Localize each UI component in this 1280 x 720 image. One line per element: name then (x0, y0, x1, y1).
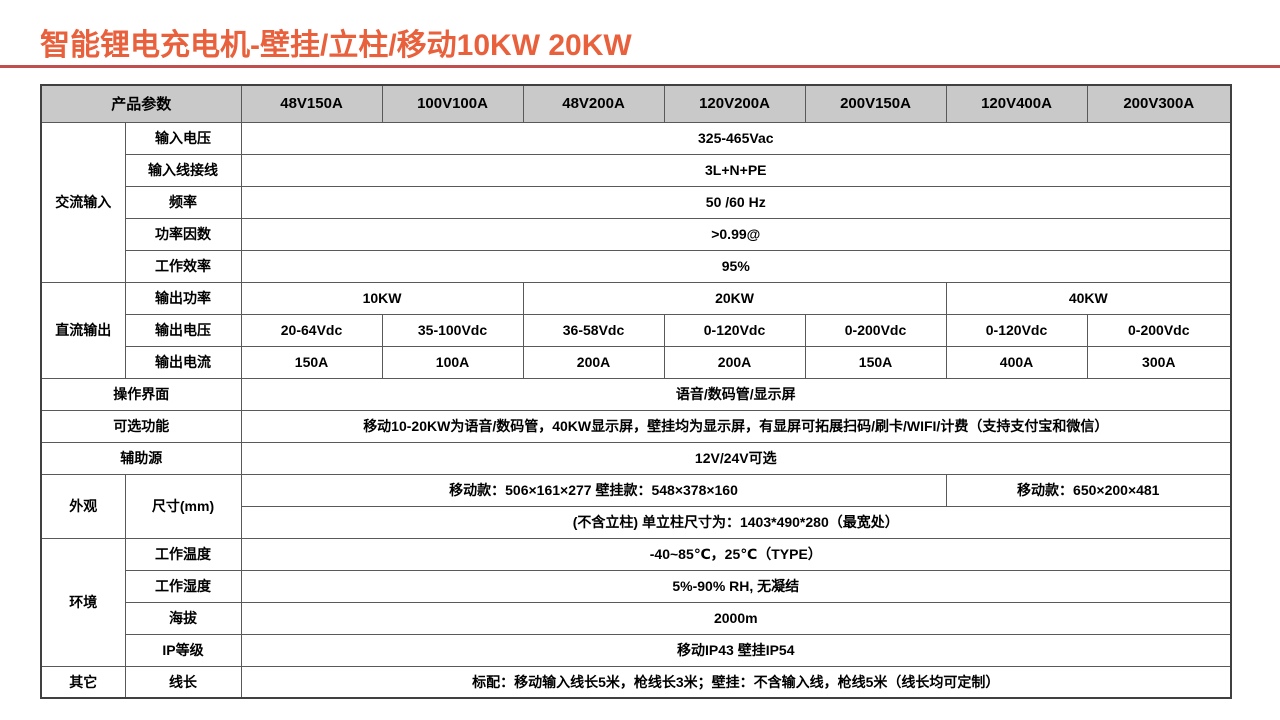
output-voltage-1: 20-64Vdc (240, 313, 383, 347)
cable-length-value: 标配：移动输入线长5米，枪线长3米；壁挂：不含输入线，枪线5米（线长均可定制） (240, 665, 1232, 699)
output-current-6: 400A (945, 345, 1088, 379)
row-cable-length: 其它 线长 标配：移动输入线长5米，枪线长3米；壁挂：不含输入线，枪线5米（线长… (40, 665, 1232, 699)
efficiency-value: 95% (240, 249, 1232, 283)
efficiency-label: 工作效率 (124, 249, 242, 283)
row-ip-rating: IP等级 移动IP43 壁挂IP54 (41, 633, 1232, 667)
output-voltage-label: 输出电压 (124, 313, 242, 347)
output-power-20kw: 20KW (522, 281, 947, 315)
optional-features-label: 可选功能 (40, 409, 242, 443)
output-voltage-5: 0-200Vdc (804, 313, 947, 347)
output-current-3: 200A (522, 345, 665, 379)
page-title: 智能锂电充电机-壁挂/立柱/移动10KW 20KW (40, 29, 632, 62)
aux-source-label: 辅助源 (40, 441, 242, 475)
work-temp-label: 工作温度 (124, 537, 242, 571)
output-voltage-4: 0-120Vdc (663, 313, 806, 347)
group-dc-output: 直流输出 (40, 281, 126, 379)
row-work-humidity: 工作湿度 5%-90% RH, 无凝结 (41, 569, 1232, 603)
group-appearance: 外观 (40, 473, 126, 539)
output-power-40kw: 40KW (945, 281, 1232, 315)
output-voltage-2: 35-100Vdc (381, 313, 524, 347)
row-efficiency: 工作效率 95% (41, 249, 1232, 283)
output-current-4: 200A (663, 345, 806, 379)
header-model-48v200a: 48V200A (522, 84, 665, 123)
ui-label: 操作界面 (40, 377, 242, 411)
row-ui: 操作界面 语音/数码管/显示屏 (40, 377, 1232, 411)
row-aux-source: 辅助源 12V/24V可选 (40, 441, 1232, 475)
output-current-7: 300A (1086, 345, 1232, 379)
cable-length-label: 线长 (124, 665, 242, 699)
power-factor-label: 功率因数 (124, 217, 242, 251)
optional-features-value: 移动10-20KW为语音/数码管，40KW显示屏，壁挂均为显示屏，有显屏可拓展扫… (240, 409, 1232, 443)
header-model-120v200a: 120V200A (663, 84, 806, 123)
header-model-120v400a: 120V400A (945, 84, 1088, 123)
group-environment: 环境 (40, 537, 126, 667)
header-model-48v150a: 48V150A (240, 84, 383, 123)
product-spec-table: 产品参数 48V150A 100V100A 48V200A 120V200A 2… (40, 84, 1233, 699)
header-model-200v300a: 200V300A (1086, 84, 1232, 123)
row-altitude: 海拔 2000m (41, 601, 1232, 635)
power-factor-value: >0.99@ (240, 217, 1232, 251)
group-other: 其它 (40, 665, 126, 699)
input-voltage-label: 输入电压 (124, 121, 242, 155)
input-wiring-value: 3L+N+PE (240, 153, 1232, 187)
row-dimensions-2: (不含立柱) 单立柱尺寸为：1403*490*280（最宽处） (41, 505, 1232, 539)
row-output-current: 输出电流 150A 100A 200A 200A 150A 400A 300A (41, 345, 1232, 379)
input-voltage-value: 325-465Vac (240, 121, 1232, 155)
header-product-params: 产品参数 (40, 84, 242, 123)
output-current-1: 150A (240, 345, 383, 379)
ip-rating-label: IP等级 (124, 633, 242, 667)
header-model-200v150a: 200V150A (804, 84, 947, 123)
group-ac-input: 交流输入 (40, 121, 126, 283)
work-humidity-label: 工作湿度 (124, 569, 242, 603)
frequency-value: 50 /60 Hz (240, 185, 1232, 219)
output-voltage-6: 0-120Vdc (945, 313, 1088, 347)
header-model-100v100a: 100V100A (381, 84, 524, 123)
ui-value: 语音/数码管/显示屏 (240, 377, 1232, 411)
row-output-power: 直流输出 输出功率 10KW 20KW 40KW (40, 281, 1232, 379)
altitude-value: 2000m (240, 601, 1232, 635)
row-power-factor: 功率因数 >0.99@ (41, 217, 1232, 251)
output-power-label: 输出功率 (124, 281, 242, 315)
dimensions-label: 尺寸(mm) (124, 473, 242, 539)
frequency-label: 频率 (124, 185, 242, 219)
altitude-label: 海拔 (124, 601, 242, 635)
aux-source-value: 12V/24V可选 (240, 441, 1232, 475)
ip-rating-value: 移动IP43 壁挂IP54 (240, 633, 1232, 667)
header-row: 产品参数 48V150A 100V100A 48V200A 120V200A 2… (40, 84, 1232, 123)
output-current-2: 100A (381, 345, 524, 379)
row-work-temp: 环境 工作温度 -40~85℃，25℃（TYPE） (40, 537, 1232, 667)
dimensions-mobile40-value: 移动款：650×200×481 (945, 473, 1232, 507)
output-voltage-3: 36-58Vdc (522, 313, 665, 347)
dimensions-main-value: 移动款：506×161×277 壁挂款：548×378×160 (240, 473, 947, 507)
row-input-voltage: 交流输入 输入电压 325-465Vac (40, 121, 1232, 283)
output-voltage-7: 0-200Vdc (1086, 313, 1232, 347)
row-frequency: 频率 50 /60 Hz (41, 185, 1232, 219)
input-wiring-label: 输入线接线 (124, 153, 242, 187)
row-input-wiring: 输入线接线 3L+N+PE (41, 153, 1232, 187)
output-current-label: 输出电流 (124, 345, 242, 379)
title-rule (0, 65, 1280, 68)
row-output-voltage: 输出电压 20-64Vdc 35-100Vdc 36-58Vdc 0-120Vd… (41, 313, 1232, 347)
output-current-5: 150A (804, 345, 947, 379)
work-humidity-value: 5%-90% RH, 无凝结 (240, 569, 1232, 603)
row-dimensions-1: 外观 尺寸(mm) 移动款：506×161×277 壁挂款：548×378×16… (40, 473, 1232, 539)
work-temp-value: -40~85℃，25℃（TYPE） (240, 537, 1232, 571)
output-power-10kw: 10KW (240, 281, 524, 315)
row-optional-features: 可选功能 移动10-20KW为语音/数码管，40KW显示屏，壁挂均为显示屏，有显… (40, 409, 1232, 443)
dimensions-column-value: (不含立柱) 单立柱尺寸为：1403*490*280（最宽处） (240, 505, 1232, 539)
